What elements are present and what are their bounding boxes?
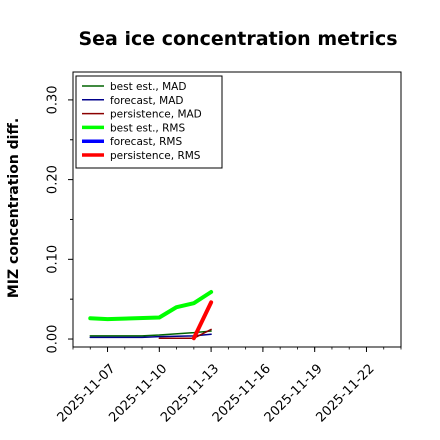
- legend-label-0: best est., MAD: [110, 81, 186, 93]
- chart-title: Sea ice concentration metrics: [78, 28, 397, 50]
- legend-label-4: forecast, RMS: [110, 136, 182, 148]
- legend: best est., MAD forecast, MAD persistence, …: [75, 75, 223, 169]
- series-line-3: [88, 290, 214, 322]
- legend-label-5: persistence, RMS: [110, 150, 201, 162]
- y-tick-label-0: 0.00: [46, 325, 61, 354]
- series-line-0: [89, 330, 212, 337]
- y-tick-label-3: 0.30: [46, 85, 61, 114]
- legend-label-1: forecast, MAD: [110, 95, 183, 107]
- series-line-5: [191, 300, 214, 341]
- plot-frame: [72, 71, 402, 348]
- legend-label-2: persistence, MAD: [110, 109, 202, 121]
- y-tick-label-2: 0.20: [46, 165, 61, 194]
- y-tick-label-1: 0.10: [46, 245, 61, 274]
- legend-box: [75, 75, 223, 169]
- y-axis-label: MIZ concentration diff.: [6, 118, 22, 298]
- legend-label-3: best est., RMS: [110, 122, 185, 134]
